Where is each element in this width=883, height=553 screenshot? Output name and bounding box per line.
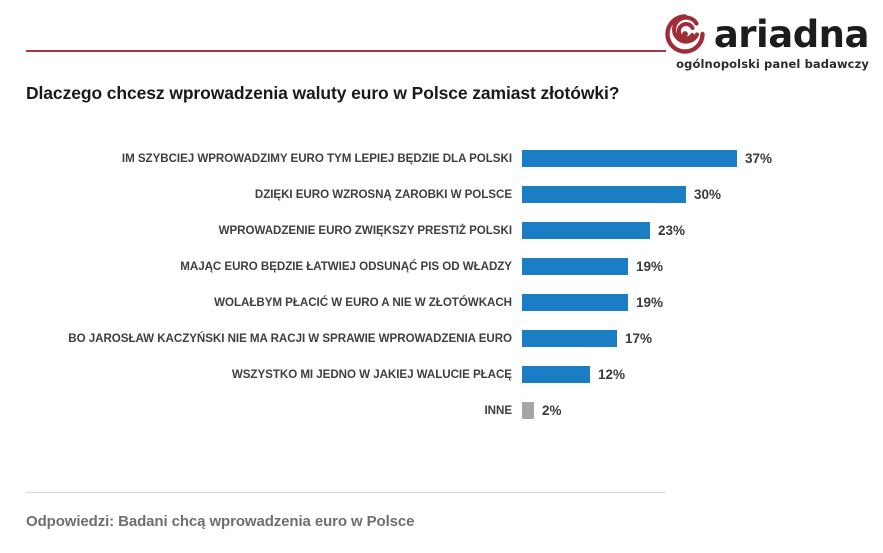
chart-bar[interactable] bbox=[522, 185, 686, 203]
chart-bar-other[interactable] bbox=[522, 401, 534, 419]
ariadna-spiral-icon bbox=[665, 14, 705, 54]
chart-row: WOLAŁBYM PŁACIĆ W EURO A NIE W ZŁOTÓWKAC… bbox=[0, 284, 883, 320]
chart-row: MAJĄC EURO BĘDZIE ŁATWIEJ ODSUNĄĆ PIS OD… bbox=[0, 248, 883, 284]
header: ariadna ogólnopolski panel badawczy bbox=[0, 0, 883, 78]
chart-row-label: IM SZYBCIEJ WPROWADZIMY EURO TYM LEPIEJ … bbox=[121, 151, 512, 165]
chart-row: IM SZYBCIEJ WPROWADZIMY EURO TYM LEPIEJ … bbox=[0, 140, 883, 176]
chart-bar[interactable] bbox=[522, 329, 617, 347]
brand-tagline: ogólnopolski panel badawczy bbox=[676, 57, 869, 71]
bar-chart: IM SZYBCIEJ WPROWADZIMY EURO TYM LEPIEJ … bbox=[0, 140, 883, 428]
chart-bar-value: 37% bbox=[745, 150, 773, 166]
chart-row: DZIĘKI EURO WZROSNĄ ZAROBKI W POLSCE 30% bbox=[0, 176, 883, 212]
chart-bar[interactable] bbox=[522, 257, 628, 275]
logo-row: ariadna bbox=[665, 12, 870, 56]
chart-bar-value: 19% bbox=[636, 294, 664, 310]
chart-row-bar-wrap: 37% bbox=[522, 140, 883, 176]
chart-bar-value: 30% bbox=[694, 186, 722, 202]
chart-bar[interactable] bbox=[522, 221, 650, 239]
chart-row: WPROWADZENIE EURO ZWIĘKSZY PRESTIŻ POLSK… bbox=[0, 212, 883, 248]
chart-bar-value: 17% bbox=[625, 330, 653, 346]
chart-row-label: MAJĄC EURO BĘDZIE ŁATWIEJ ODSUNĄĆ PIS OD… bbox=[180, 259, 512, 273]
header-divider bbox=[26, 50, 666, 52]
chart-row-label: INNE bbox=[484, 403, 513, 417]
page-title: Dlaczego chcesz wprowadzenia waluty euro… bbox=[26, 83, 620, 103]
chart-bar-value: 12% bbox=[598, 366, 626, 382]
chart-row-bar-wrap: 23% bbox=[522, 212, 883, 248]
chart-row-bar-wrap: 30% bbox=[522, 176, 883, 212]
chart-row-bar-wrap: 12% bbox=[522, 356, 883, 392]
chart-bar-value: 19% bbox=[636, 258, 664, 274]
chart-row-label: WSZYSTKO MI JEDNO W JAKIEJ WALUCIE PŁACĘ bbox=[231, 367, 512, 381]
chart-bar[interactable] bbox=[522, 149, 737, 167]
chart-bar[interactable] bbox=[522, 365, 590, 383]
chart-row: WSZYSTKO MI JEDNO W JAKIEJ WALUCIE PŁACĘ… bbox=[0, 356, 883, 392]
chart-row-label: DZIĘKI EURO WZROSNĄ ZAROBKI W POLSCE bbox=[254, 187, 512, 201]
chart-row-bar-wrap: 2% bbox=[522, 392, 883, 428]
brand-logo[interactable]: ariadna ogólnopolski panel badawczy bbox=[665, 12, 870, 71]
chart-row-bar-wrap: 19% bbox=[522, 284, 883, 320]
chart-row-label: BO JAROSŁAW KACZYŃSKI NIE MA RACJI W SPR… bbox=[68, 331, 512, 345]
brand-name: ariadna bbox=[713, 12, 870, 56]
footer-divider bbox=[26, 492, 666, 493]
chart-row: INNE 2% bbox=[0, 392, 883, 428]
chart-row-bar-wrap: 17% bbox=[522, 320, 883, 356]
chart-row-label: WPROWADZENIE EURO ZWIĘKSZY PRESTIŻ POLSK… bbox=[218, 223, 512, 237]
chart-bar-value: 2% bbox=[542, 402, 562, 418]
chart-row-bar-wrap: 19% bbox=[522, 248, 883, 284]
chart-row: BO JAROSŁAW KACZYŃSKI NIE MA RACJI W SPR… bbox=[0, 320, 883, 356]
chart-bar-value: 23% bbox=[658, 222, 686, 238]
chart-bar[interactable] bbox=[522, 293, 628, 311]
chart-row-label: WOLAŁBYM PŁACIĆ W EURO A NIE W ZŁOTÓWKAC… bbox=[214, 295, 512, 309]
footer-note: Odpowiedzi: Badani chcą wprowadzenia eur… bbox=[26, 513, 415, 530]
